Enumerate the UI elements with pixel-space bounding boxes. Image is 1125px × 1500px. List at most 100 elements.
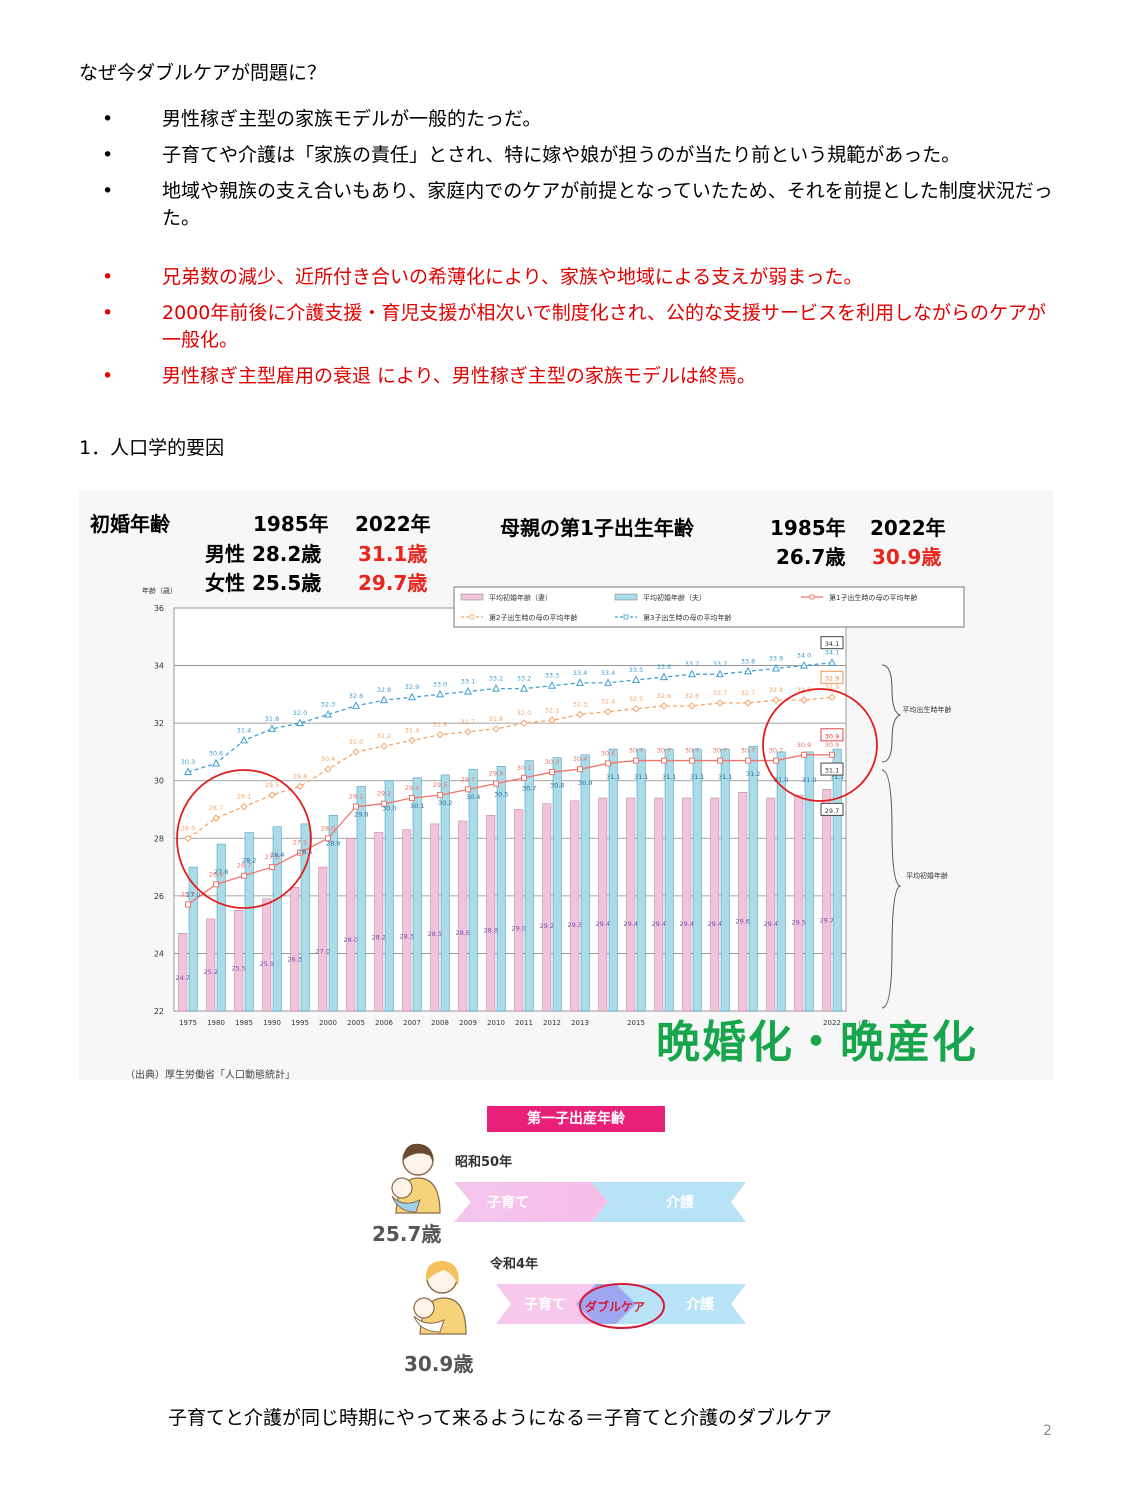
bar-husband [580, 754, 590, 1012]
line-point-label: 32.8 [797, 686, 811, 694]
female-1985: 女性 25.5歳 [205, 571, 322, 595]
bar-husband [636, 748, 646, 1012]
bar-husband [440, 774, 450, 1012]
bar-husband-label: 31.1 [606, 773, 620, 781]
line-point [717, 757, 723, 764]
chart-bars [178, 745, 842, 1012]
highlight-circle [176, 769, 312, 909]
y-tick-label: 34 [154, 662, 164, 671]
line-point [549, 769, 555, 776]
age-showa: 25.7歳 [372, 1222, 442, 1246]
line-point-label: 33.4 [573, 669, 587, 677]
legend-marker [469, 614, 475, 620]
line-point-label: 33.9 [769, 654, 783, 662]
line-point-label: 31.7 [461, 718, 475, 726]
line-point-label: 32.1 [545, 706, 559, 714]
mother-child-icon [413, 1260, 467, 1335]
bar-wife [542, 803, 552, 1012]
bullet-list-past: • 男性稼ぎ主型の家族モデルが一般的たっだ。 • 子育てや介護は「家族の責任」とされ… [100, 106, 1060, 241]
line-point [660, 702, 668, 710]
line-point [687, 669, 697, 678]
line-point-label: 28.7 [209, 804, 223, 812]
bar-wife [402, 829, 412, 1012]
y-tick-label: 24 [154, 949, 164, 958]
line-point [463, 686, 473, 695]
right-year-1985: 1985年 [770, 516, 846, 540]
bullet-item-red: • 2000年前後に介護支援・育児支援が相次いで制度化され、公的な支援サービスを利… [102, 302, 1046, 351]
bracket [881, 769, 902, 1009]
bar-husband [412, 777, 422, 1012]
section-title: 1．人口学的要因 [79, 437, 225, 459]
bar-wife [738, 791, 748, 1012]
line-point [465, 786, 471, 793]
line-point [267, 724, 277, 732]
bar-wife-label: 28.8 [484, 927, 498, 935]
line-point-label: 32.6 [349, 692, 363, 700]
bar-husband-label: 28.8 [326, 839, 340, 847]
line-point [325, 835, 331, 842]
line-point-label: 31.6 [433, 721, 447, 729]
bar-husband [496, 766, 506, 1012]
bar-wife-label: 29.4 [596, 920, 610, 928]
line-point-label: 27.0 [265, 853, 279, 861]
lifecycle-diagram [391, 1143, 746, 1335]
bullet-list-present: • 兄弟数の減少、近所付き合いの希薄化により、家族や地域による支えが弱まった。 •… [100, 264, 1060, 399]
line-point [577, 766, 583, 773]
line-point [212, 814, 220, 822]
bar-husband [356, 786, 366, 1012]
line-point [269, 864, 275, 871]
line-point-label: 33.3 [545, 672, 559, 680]
y-tick-label: 36 [154, 604, 164, 613]
bar-wife-label: 29.4 [652, 920, 666, 928]
line-point [745, 757, 751, 764]
bar-husband-label: 30.8 [550, 782, 564, 790]
male-2022: 31.1歳 [358, 542, 428, 566]
line-point-label: 30.7 [713, 747, 727, 755]
bar-husband-label: 31.1 [634, 773, 648, 781]
legend-entry: 第2子出生時の母の平均年齢 [489, 613, 577, 622]
line-point-label: 30.3 [545, 758, 559, 766]
era-showa: 昭和50年 [455, 1155, 513, 1170]
bar-wife-label: 29.6 [736, 917, 750, 925]
bar-wife-label: 29.4 [680, 920, 694, 928]
bar-husband [216, 843, 226, 1012]
line-point [520, 719, 528, 727]
bar-husband-label: 31.0 [774, 776, 788, 784]
line-point-label: 28.0 [181, 824, 195, 832]
bullet-item-red: • 兄弟数の減少、近所付き合いの希薄化により、家族や地域による支えが弱まった。 [102, 266, 863, 288]
line-point-label: 34.1 [825, 649, 839, 657]
x-tick-label: 2010 [487, 1019, 505, 1027]
line-point [632, 705, 640, 713]
bar-wife [766, 797, 776, 1012]
bar-husband-label: 30.5 [494, 790, 508, 798]
line-point [211, 758, 221, 767]
bar-wife-label: 29.0 [512, 924, 526, 932]
bar-husband [468, 768, 478, 1012]
bar-husband-label: 30.2 [438, 799, 452, 807]
bar-husband [664, 748, 674, 1012]
right-1985-age: 26.7歳 [776, 545, 846, 569]
line-point [801, 751, 807, 758]
line-point [689, 757, 695, 764]
line-point-label: 33.8 [741, 657, 755, 665]
line-point-label: 30.4 [573, 755, 587, 763]
bar-husband-label: 31.1 [830, 773, 844, 781]
bar-husband [300, 823, 310, 1012]
line-point [239, 735, 249, 744]
line-point-label: 33.1 [461, 677, 475, 685]
era-reiwa: 令和4年 [490, 1257, 539, 1272]
bar-husband [608, 748, 618, 1012]
line-point [716, 699, 724, 707]
line-point [519, 684, 529, 692]
bar-wife-label: 29.4 [708, 920, 722, 928]
line-point [661, 757, 667, 764]
bar-wife [598, 797, 608, 1012]
bar-husband-label: 27.8 [214, 868, 228, 876]
bar-wife [514, 809, 524, 1012]
diagram-title: 第一子出産年齢 [487, 1106, 665, 1132]
bar-wife [290, 886, 300, 1012]
bar-wife [486, 815, 496, 1012]
bar-wife-label: 29.4 [764, 920, 778, 928]
line-point-label: 30.7 [769, 747, 783, 755]
